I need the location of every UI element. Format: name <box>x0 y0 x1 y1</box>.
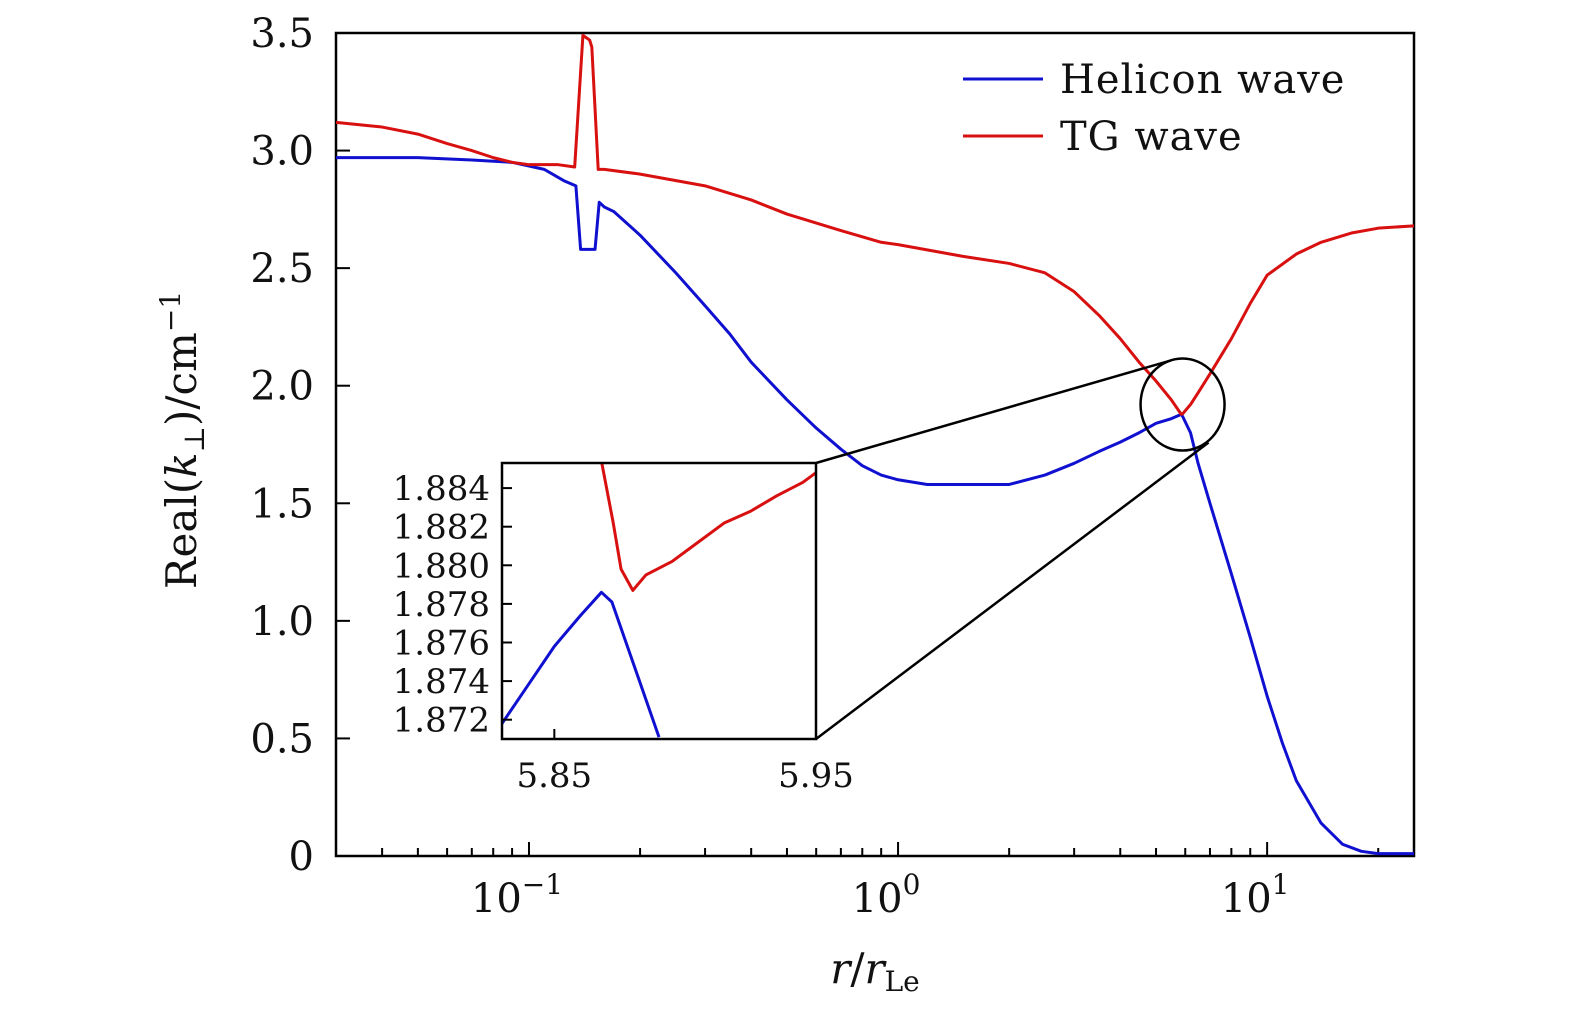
inset-series <box>502 463 816 738</box>
y-tick-label: 1.5 <box>250 481 314 527</box>
x-axis-title-var2: r <box>864 944 887 993</box>
x-tick-label: 10−1 <box>471 868 563 922</box>
y-axis-title-sup: −1 <box>154 291 187 332</box>
y-tick-label: 2.5 <box>250 246 314 292</box>
inset-frame <box>500 461 818 741</box>
y-tick-label: 2.0 <box>250 364 314 410</box>
inset-y-tick-label: 1.878 <box>393 585 490 625</box>
x-axis-title-var: r <box>830 944 853 993</box>
x-tick-label: 101 <box>1221 868 1290 922</box>
inset-y-tick-label: 1.876 <box>393 623 490 663</box>
main-ticks: 0 0.5 1.0 1.5 2.0 2.5 3.0 3.5 10−1 100 101 <box>250 11 1380 922</box>
inset-series-helicon-wave <box>502 590 661 738</box>
y-tick-label: 1.0 <box>250 599 314 645</box>
series-tg-wave <box>335 33 1415 416</box>
x-axis-title: r/rLe <box>830 944 919 998</box>
main-series <box>335 33 1415 856</box>
y-tick-label: 3.5 <box>250 11 314 57</box>
y-tick-label: 3.0 <box>250 129 314 175</box>
inset-background <box>502 463 816 739</box>
inset-y-tick-label: 1.880 <box>393 546 490 586</box>
inset-y-tick-label: 1.874 <box>393 662 490 702</box>
zoom-annotation <box>815 357 1226 740</box>
x-axis-title-sub: Le <box>885 965 920 998</box>
zoom-circle <box>1139 357 1226 452</box>
y-axis-title-post: )/cm <box>157 332 206 426</box>
legend-label-helicon: Helicon wave <box>1060 57 1345 103</box>
x-axis-title-slash: / <box>850 944 865 993</box>
inset-y-tick-label: 1.882 <box>393 508 490 548</box>
inset-x-tick-label: 5.95 <box>778 756 854 796</box>
y-axis-title-var: k <box>157 452 206 477</box>
x-tick-label: 100 <box>852 868 921 922</box>
y-axis-title-pre: Real( <box>157 478 206 589</box>
inset-y-tick-label: 1.872 <box>393 701 490 741</box>
inset-y-tick-label: 1.884 <box>393 469 490 509</box>
y-tick-label: 0 <box>289 834 314 880</box>
inset-x-tick-label: 5.85 <box>516 756 592 796</box>
legend-label-tg: TG wave <box>1060 114 1243 160</box>
y-tick-label: 0.5 <box>250 716 314 762</box>
y-axis-title-sub: ⊥ <box>178 426 211 452</box>
legend: Helicon wave TG wave <box>963 57 1345 160</box>
zoom-connector-top <box>815 359 1171 465</box>
plot-frame <box>334 31 1416 858</box>
inset-series-tg-wave <box>600 463 816 592</box>
y-axis-title: Real(k⊥)/cm−1 <box>154 291 211 589</box>
zoom-connector-bottom <box>815 441 1210 740</box>
series-helicon-wave <box>336 156 1414 856</box>
